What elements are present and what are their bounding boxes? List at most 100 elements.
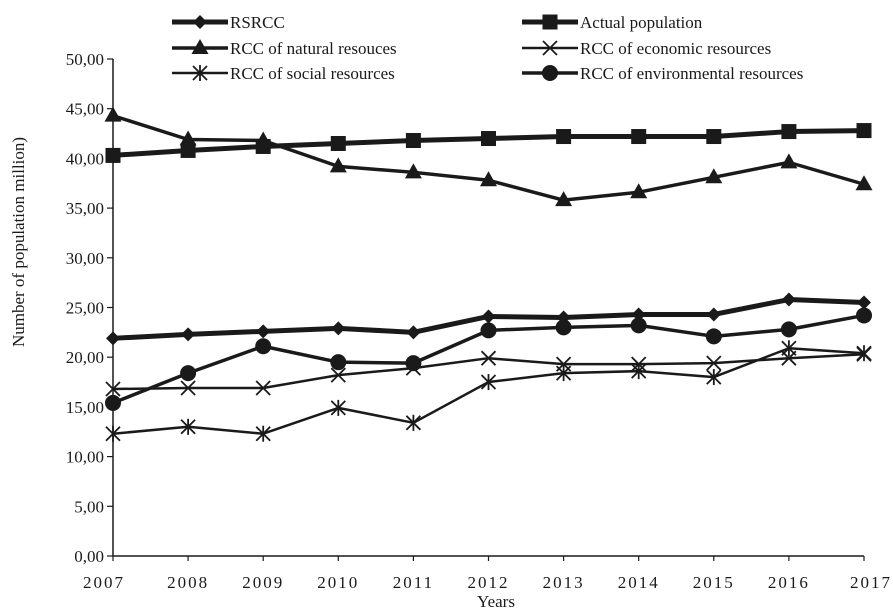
data-point xyxy=(856,345,872,362)
data-point xyxy=(706,307,721,322)
legend-item: RCC of natural resouces xyxy=(172,39,397,58)
legend-marker xyxy=(542,40,558,56)
data-point xyxy=(405,355,422,372)
data-point xyxy=(781,292,796,307)
series-4 xyxy=(105,340,872,442)
legend-item: RCC of social resources xyxy=(172,64,395,83)
legend-item: Actual population xyxy=(522,13,703,32)
data-point xyxy=(705,168,723,184)
legend-label: Actual population xyxy=(580,13,703,32)
data-point xyxy=(480,374,497,391)
legend-item: RCC of economic resources xyxy=(522,39,771,58)
legend-marker xyxy=(191,39,209,54)
data-point xyxy=(105,147,121,163)
data-point xyxy=(180,418,196,435)
series-2 xyxy=(104,106,873,207)
data-point xyxy=(256,324,271,339)
y-tick-label: 10,00 xyxy=(66,448,104,467)
y-tick-label: 45,00 xyxy=(66,100,104,119)
legend-label: RSRCC xyxy=(230,13,285,32)
x-tick-label: 2015 xyxy=(693,573,735,592)
data-point xyxy=(255,380,271,396)
data-point xyxy=(706,355,722,371)
legend: RSRCC Actual population RCC of natural res… xyxy=(172,13,803,83)
data-point xyxy=(706,369,722,386)
legend-marker xyxy=(542,14,558,30)
data-point xyxy=(857,295,871,310)
series-3 xyxy=(105,346,872,397)
data-point xyxy=(481,309,496,324)
data-point xyxy=(104,106,122,122)
data-point xyxy=(254,131,272,147)
y-axis-title: Number of population million) xyxy=(9,137,28,347)
x-tick-label: 2014 xyxy=(618,573,660,592)
data-point xyxy=(856,123,872,139)
legend-item: RSRCC xyxy=(172,13,285,32)
legend-label: RCC of natural resouces xyxy=(230,39,397,58)
data-point xyxy=(105,381,121,397)
data-point xyxy=(630,317,647,334)
x-tick-label: 2013 xyxy=(543,573,585,592)
tick-labels: 0,00 5,00 10,00 15,00 20,00 25,00 30,00 35,00 40… xyxy=(66,50,892,592)
data-point xyxy=(180,365,197,382)
data-point xyxy=(480,171,497,187)
data-point xyxy=(781,124,797,140)
y-tick-label: 15,00 xyxy=(66,398,104,417)
x-axis-title: Years xyxy=(477,592,515,610)
data-point xyxy=(856,307,872,324)
data-point xyxy=(556,129,572,145)
legend-marker xyxy=(193,15,207,29)
data-point xyxy=(406,325,421,340)
legend-label: RCC of environmental resources xyxy=(580,64,803,83)
data-point xyxy=(330,367,346,383)
data-point xyxy=(555,191,573,207)
series-line xyxy=(112,113,865,202)
data-point xyxy=(480,322,497,339)
data-point xyxy=(329,157,347,173)
series-1 xyxy=(105,123,872,163)
data-point xyxy=(555,319,572,336)
data-point xyxy=(630,183,648,199)
legend-marker xyxy=(192,65,208,81)
x-tick-label: 2012 xyxy=(468,573,510,592)
data-point xyxy=(631,307,646,322)
data-point xyxy=(405,414,422,431)
data-point xyxy=(781,340,797,357)
data-point xyxy=(179,130,197,146)
x-tick-label: 2007 xyxy=(83,573,125,592)
data-point xyxy=(706,129,722,145)
y-tick-label: 0,00 xyxy=(74,547,104,566)
data-point xyxy=(105,425,121,442)
x-tick-label: 2010 xyxy=(317,573,359,592)
data-point xyxy=(855,175,873,191)
data-point xyxy=(480,350,497,366)
data-point xyxy=(481,131,496,147)
legend-label: RCC of economic resources xyxy=(580,39,771,58)
y-tick-label: 5,00 xyxy=(74,497,104,516)
y-tick-label: 25,00 xyxy=(66,299,104,318)
x-tick-label: 2009 xyxy=(242,573,284,592)
data-point xyxy=(180,142,196,158)
series-5 xyxy=(105,307,872,411)
data-point xyxy=(555,365,572,382)
x-tick-label: 2011 xyxy=(393,573,434,592)
x-tick-label: 2008 xyxy=(167,573,209,592)
data-point xyxy=(330,354,347,371)
series-lines xyxy=(104,106,873,442)
data-point xyxy=(631,363,647,380)
data-point xyxy=(705,328,722,345)
data-point xyxy=(181,327,196,342)
data-point xyxy=(255,425,271,442)
legend-label: RCC of social resources xyxy=(230,64,395,83)
data-point xyxy=(255,338,272,355)
data-point xyxy=(180,380,196,396)
series-0 xyxy=(106,292,871,346)
data-point xyxy=(105,394,121,411)
x-tick-label: 2017 xyxy=(850,573,892,592)
y-tick-label: 35,00 xyxy=(66,199,104,218)
data-point xyxy=(404,163,422,179)
data-point xyxy=(405,133,421,149)
data-point xyxy=(780,321,797,338)
